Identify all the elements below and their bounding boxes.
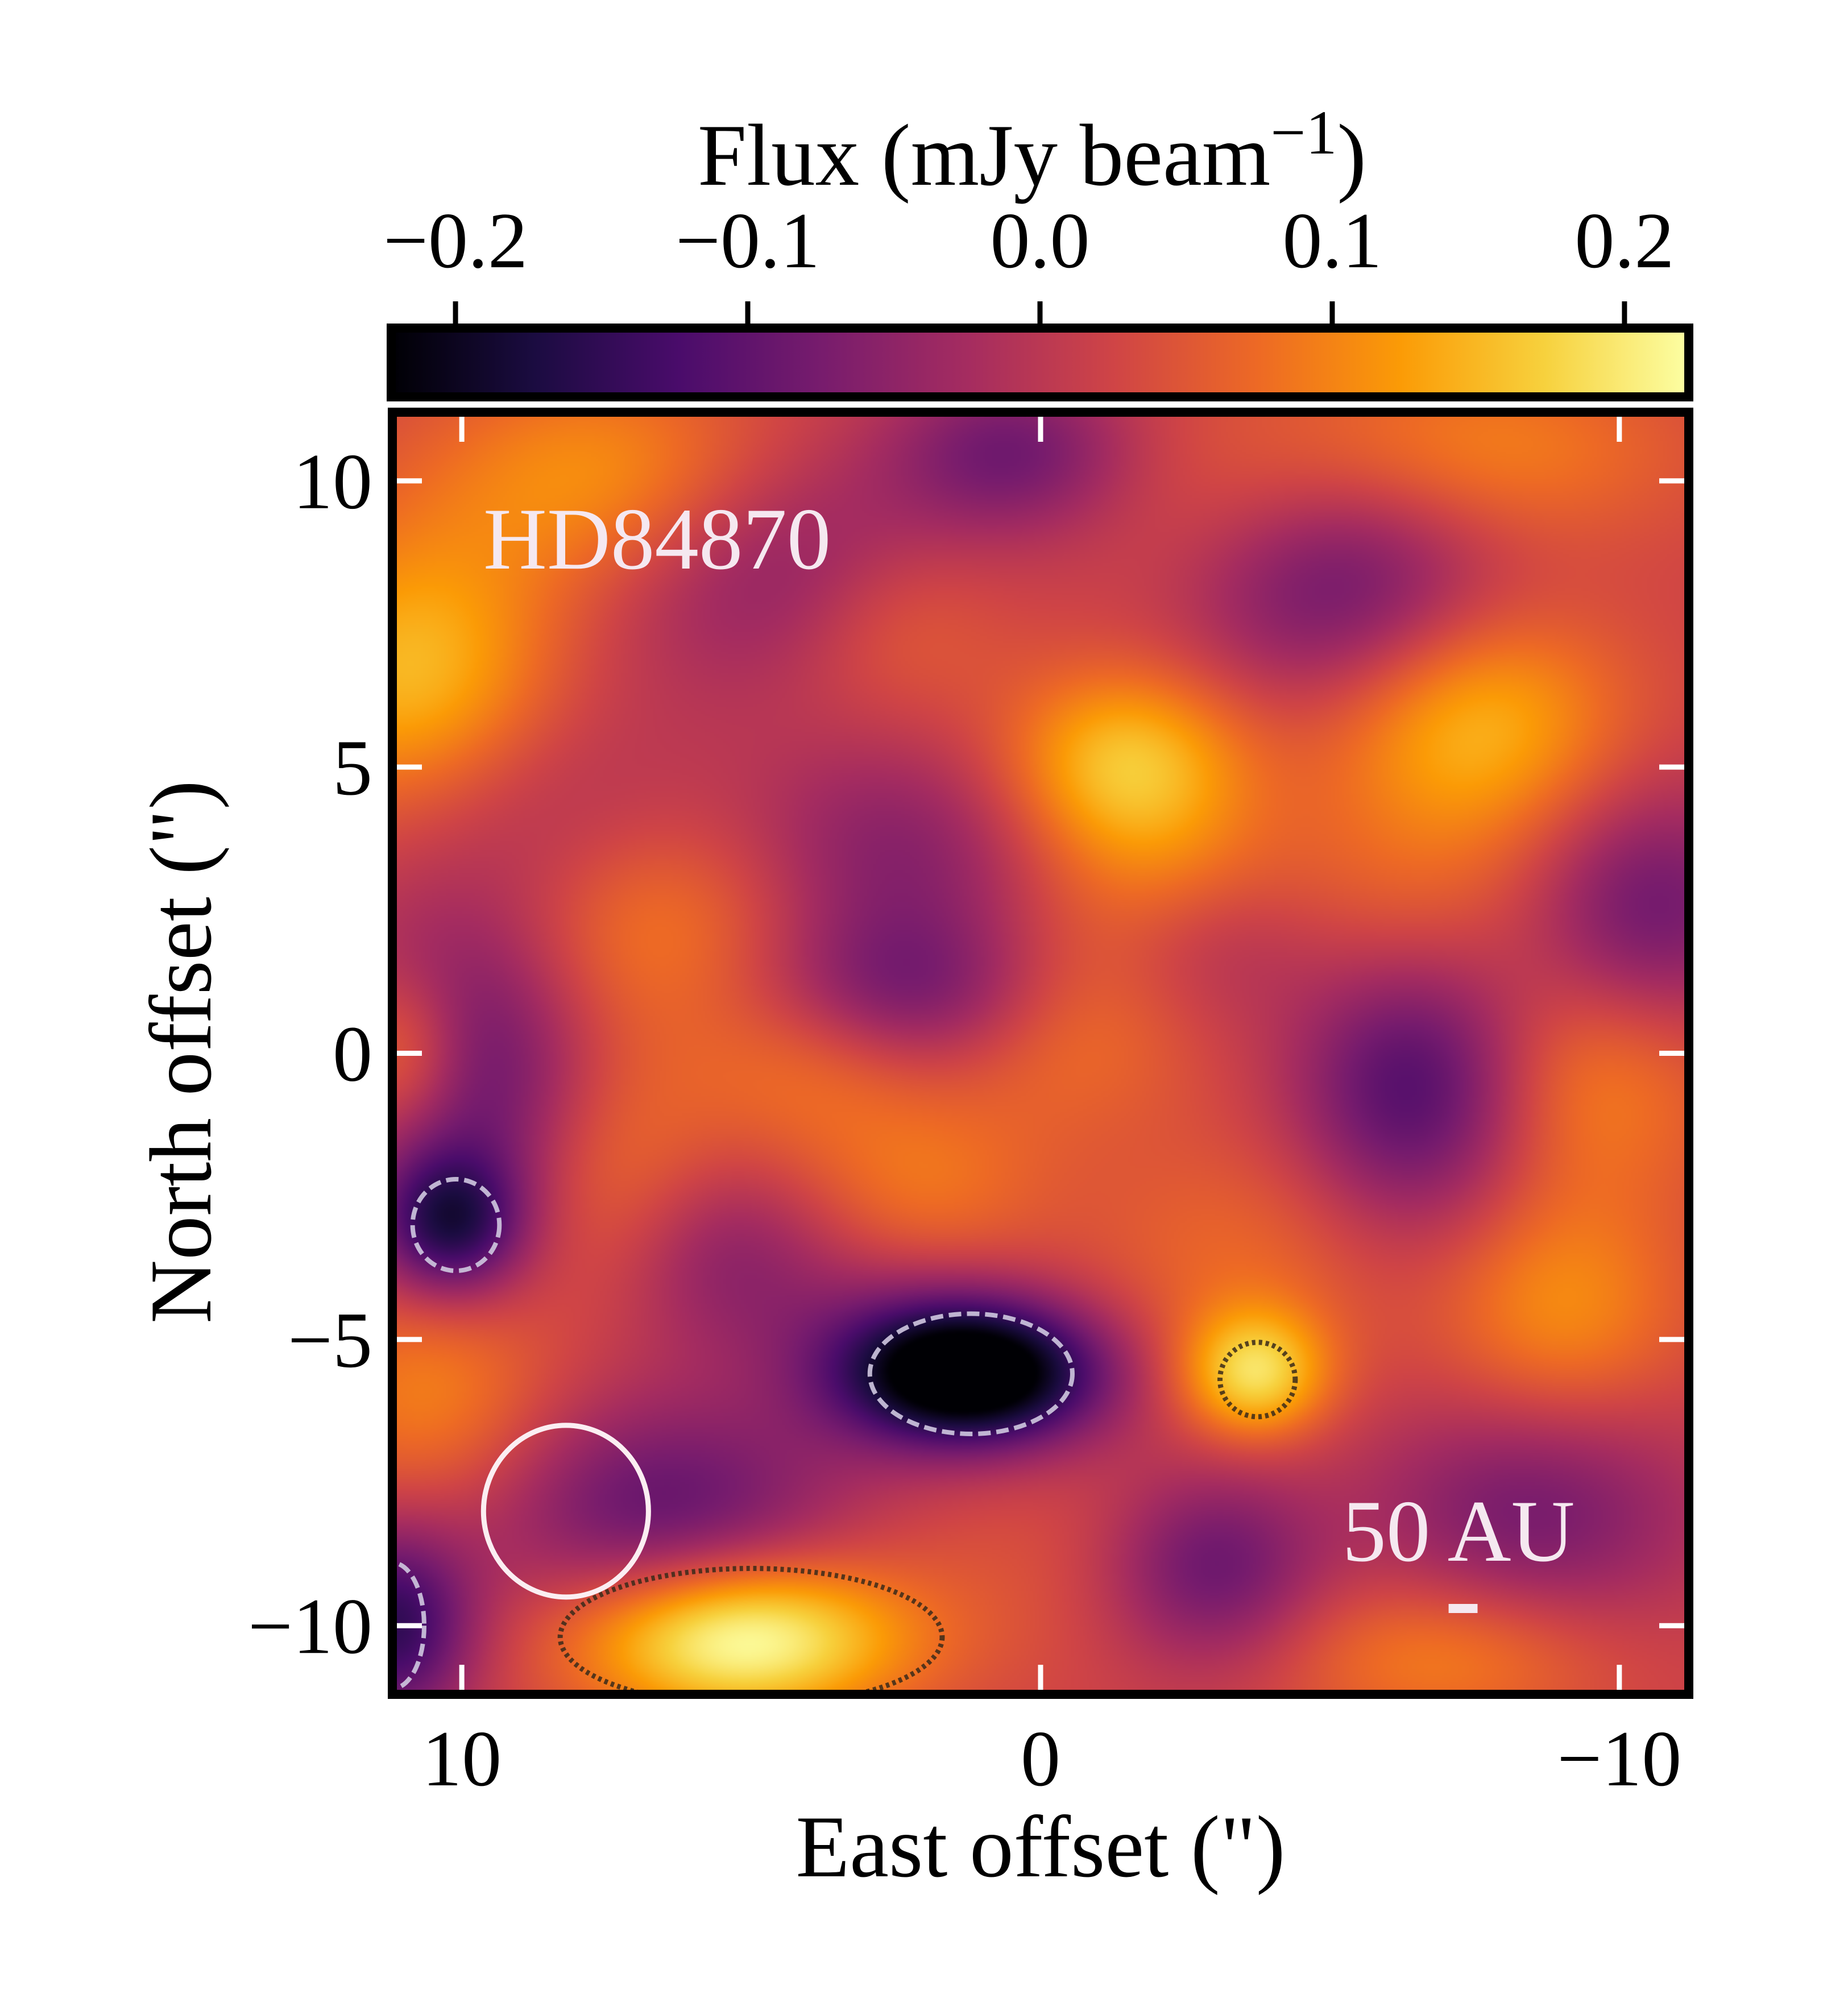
positive-contour-south — [557, 1566, 945, 1694]
beam-layer — [480, 1423, 1478, 1613]
y-tick-label: 10 — [293, 438, 372, 526]
plot-frame — [388, 408, 1693, 1699]
colorbar-tick-label: 0.0 — [991, 197, 1090, 285]
beam-ellipse — [480, 1423, 651, 1600]
x-tick-label: 0 — [1021, 1715, 1060, 1803]
colorbar: −0.2 −0.1 0.0 0.1 0.2 Flux (mJy beam−1) — [383, 98, 1693, 401]
colorbar-fill — [391, 328, 1689, 397]
colorbar-tick-label: 0.2 — [1574, 197, 1674, 285]
scale-bar — [1448, 1603, 1478, 1613]
colorbar-ticks: −0.2 −0.1 0.0 0.1 0.2 — [383, 197, 1674, 328]
y-tick-label: 5 — [333, 724, 372, 812]
x-tick-label: −10 — [1557, 1715, 1681, 1803]
negative-contour-center — [867, 1311, 1075, 1436]
target-label: HD84870 — [483, 490, 831, 588]
positive-contour-west — [1217, 1340, 1298, 1420]
y-tick-label: 0 — [333, 1010, 372, 1098]
image-panel: HD84870 50 AU — [388, 408, 1693, 1699]
colorbar-label: Flux (mJy beam−1) — [698, 98, 1366, 204]
tick-labels: 10 0 −10 10 5 0 −5 −10 — [248, 438, 1681, 1803]
flux-heatmap — [392, 412, 1689, 1694]
y-tick-label: −5 — [288, 1296, 372, 1384]
colorbar-tick-label: −0.1 — [676, 197, 820, 285]
plot-ticks — [392, 412, 1689, 1694]
x-axis-label: East offset (") — [796, 1798, 1286, 1896]
x-tick-label: 10 — [422, 1715, 502, 1803]
colorbar-tick-label: −0.2 — [383, 197, 528, 285]
negative-contour-east — [410, 1176, 502, 1274]
scale-bar-label: 50 AU — [1342, 1482, 1574, 1580]
colorbar-tick-label: 0.1 — [1282, 197, 1382, 285]
y-axis-label: North offset (") — [132, 780, 230, 1324]
y-tick-label: −10 — [248, 1582, 372, 1670]
